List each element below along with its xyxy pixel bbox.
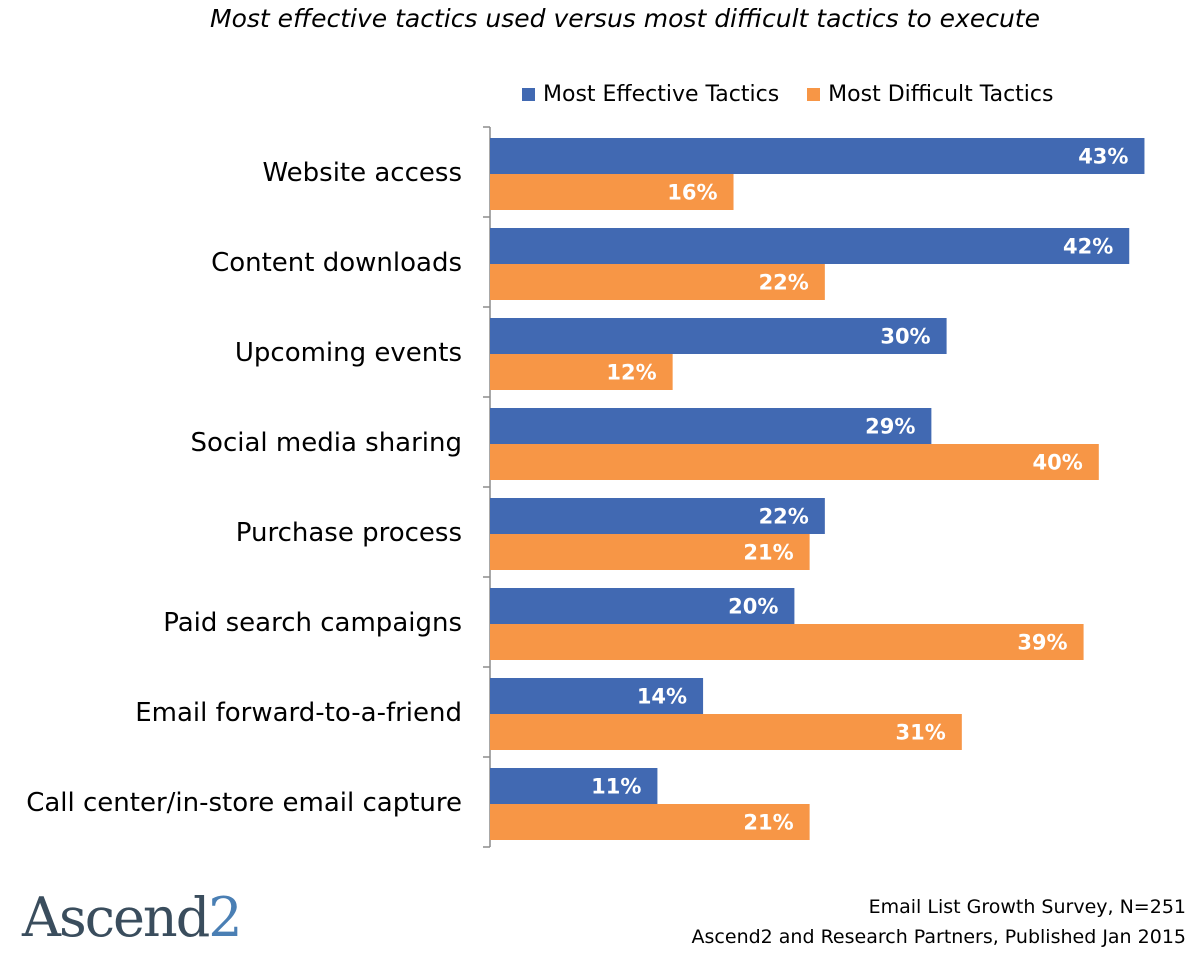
- legend-label-effective: Most Effective Tactics: [543, 81, 780, 107]
- logo-text: Ascend: [22, 886, 210, 949]
- data-label: 12%: [606, 361, 656, 385]
- bar-most-difficult: [490, 354, 673, 390]
- chart-title: Most effective tactics used versus most …: [210, 4, 1040, 33]
- data-label: 30%: [880, 325, 930, 349]
- bar-chart: Website access 43% 16% Content downloads 42%…: [26, 126, 1145, 848]
- bar-most-effective: [490, 588, 795, 624]
- data-label: 43%: [1078, 145, 1128, 169]
- category-label: Website access: [262, 158, 462, 188]
- legend: Most Effective Tactics Most Difficult Ta…: [522, 80, 1081, 108]
- category-label: Email forward-to-a-friend: [135, 698, 462, 728]
- bar-most-difficult: [490, 264, 825, 300]
- data-label: 21%: [743, 811, 793, 835]
- category-label: Content downloads: [211, 248, 462, 278]
- data-label: 22%: [759, 271, 809, 295]
- legend-item-difficult: Most Difficult Tactics: [807, 82, 1053, 107]
- bar-most-difficult: [490, 624, 1084, 660]
- bar-most-effective: [490, 318, 947, 354]
- data-label: 16%: [667, 181, 717, 205]
- category-label: Call center/in-store email capture: [26, 788, 462, 818]
- data-label: 40%: [1033, 451, 1083, 475]
- data-label: 29%: [865, 415, 915, 439]
- legend-label-difficult: Most Difficult Tactics: [828, 81, 1054, 107]
- bar-most-difficult: [490, 534, 810, 570]
- source-line-1: Email List Growth Survey, N=251: [868, 896, 1186, 918]
- bar-most-effective: [490, 228, 1130, 264]
- bar-most-effective: [490, 408, 932, 444]
- category-label: Purchase process: [236, 518, 462, 548]
- bar-most-difficult: [490, 444, 1099, 480]
- bar-most-difficult: [490, 714, 962, 750]
- data-label: 11%: [591, 775, 641, 799]
- bar-most-difficult: [490, 804, 810, 840]
- legend-swatch-difficult: [807, 87, 821, 101]
- category-label: Paid search campaigns: [163, 608, 462, 638]
- source-line-2: Ascend2 and Research Partners, Published…: [691, 926, 1186, 948]
- bar-most-effective: [490, 678, 704, 714]
- data-label: 31%: [896, 721, 946, 745]
- data-label: 21%: [743, 541, 793, 565]
- data-label: 14%: [637, 685, 687, 709]
- data-label: 22%: [759, 505, 809, 529]
- logo-suffix: 2: [208, 886, 242, 949]
- category-label: Social media sharing: [191, 428, 462, 458]
- bar-most-effective: [490, 498, 825, 534]
- source-note: Email List Growth Survey, N=251 Ascend2 …: [692, 892, 1186, 952]
- bar-most-difficult: [490, 174, 734, 210]
- ascend2-logo: Ascend2: [22, 886, 243, 949]
- bar-most-effective: [490, 138, 1145, 174]
- data-label: 42%: [1063, 235, 1113, 259]
- bar-most-effective: [490, 768, 658, 804]
- data-label: 39%: [1017, 631, 1067, 655]
- legend-item-effective: Most Effective Tactics: [522, 82, 779, 107]
- legend-swatch-effective: [522, 87, 535, 101]
- category-label: Upcoming events: [235, 338, 462, 368]
- data-label: 20%: [728, 595, 778, 619]
